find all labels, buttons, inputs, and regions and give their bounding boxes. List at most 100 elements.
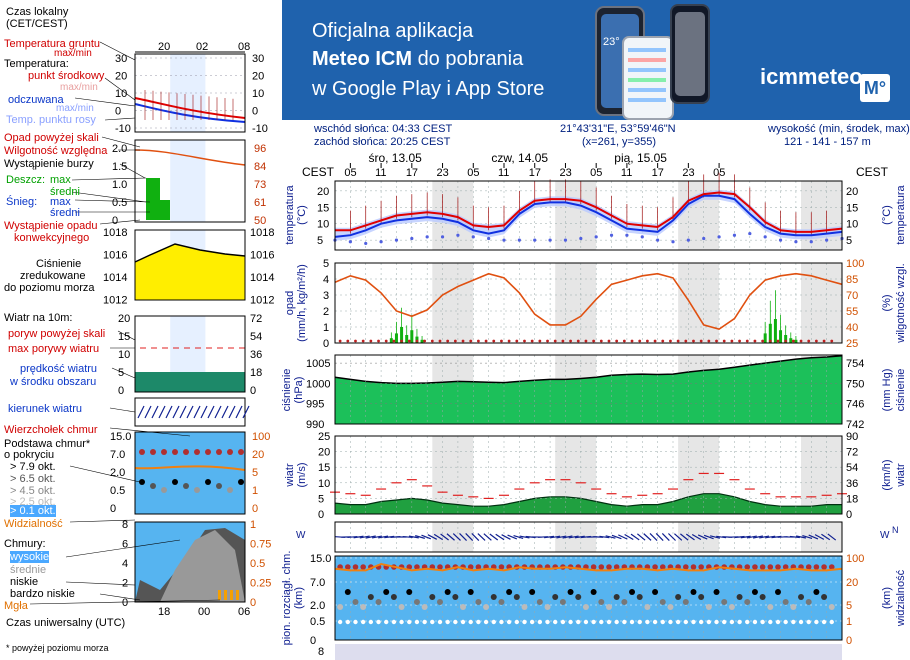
legend-dir-arrow	[172, 405, 180, 419]
legend-vis-tick: 100	[252, 431, 270, 443]
legend-dir-arrow	[214, 405, 222, 419]
legend-temp-line	[134, 97, 246, 119]
time-label-2: (CET/CEST)	[6, 18, 68, 30]
hour-label: 23	[559, 167, 571, 179]
legend-fog-bar	[224, 590, 227, 600]
legend-connector	[109, 427, 191, 437]
legend-top-dot	[139, 449, 145, 455]
wind-arrow	[624, 533, 634, 541]
dew-point	[825, 238, 829, 242]
hour-label: 05	[467, 167, 479, 179]
cloud-base-dot	[821, 594, 828, 600]
icmmeteo-logo: icmmeteo	[760, 64, 863, 89]
legend-dir-arrow	[186, 405, 194, 419]
legend-dir-arrow	[242, 405, 250, 419]
precip-dot	[799, 339, 803, 343]
precip-dot	[407, 339, 411, 343]
low-cloud-dot	[752, 619, 758, 625]
precip-tick: 2	[323, 306, 329, 318]
wind-arrow	[734, 535, 745, 539]
legend-temp-tick: 20	[115, 71, 127, 83]
legend-temp-tick-right: 10	[252, 88, 264, 100]
legend-rain-max: max	[50, 174, 71, 186]
cloud-base-dot	[406, 589, 413, 595]
dew-point	[763, 235, 767, 239]
hour-label: 17	[652, 167, 664, 179]
cloud-base-dot	[490, 594, 497, 600]
low-cloud-dot	[445, 619, 450, 625]
cloud-base-dot	[575, 594, 582, 600]
low-cloud-dot	[529, 619, 535, 625]
cloud-base-dot	[675, 594, 682, 600]
wind-arrow	[636, 533, 646, 541]
low-cloud-dot	[760, 619, 765, 625]
day-label: czw, 14.05	[491, 151, 548, 165]
legend-press-tick: 1014	[103, 272, 127, 284]
app-banner[interactable]: Oficjalna aplikacja Meteo ICM do pobrani…	[282, 0, 910, 120]
precip-dot	[492, 339, 496, 343]
precip-dot	[392, 339, 396, 343]
precip-dot	[784, 339, 788, 343]
cloud-base-dot	[398, 604, 405, 610]
hum-tick: 85	[846, 274, 858, 286]
hour-label: 05	[344, 167, 356, 179]
axis-press-unit: (hPa)	[293, 377, 305, 404]
cest-right: CEST	[856, 165, 889, 179]
legend-max-gust: max porywy wiatru	[8, 343, 100, 355]
precip-dot	[469, 339, 473, 343]
wind-arrow	[765, 535, 776, 539]
cloud-base-dot	[721, 599, 728, 605]
legend-base-dot	[161, 487, 167, 493]
precip-dot	[446, 339, 450, 343]
wind-arrow	[471, 533, 480, 541]
cloud-top-dot	[598, 564, 605, 570]
dew-point	[425, 235, 429, 239]
precip-dot	[507, 339, 511, 343]
cloud-base-dot	[444, 589, 451, 595]
next-panel-tick: 8	[318, 646, 324, 658]
low-cloud-dot	[499, 619, 504, 625]
compass-n: N	[892, 525, 899, 535]
wind-arrow	[427, 534, 438, 540]
night-band	[801, 436, 842, 514]
wind-arrow	[691, 533, 702, 541]
legend-wind-tick: 0	[118, 385, 124, 397]
cloud-base-dot	[813, 589, 820, 595]
cloud-base-dot	[513, 594, 520, 600]
low-cloud-dot	[576, 619, 581, 625]
wind-arrow	[440, 533, 449, 541]
legend-temp-tick-right: 0	[252, 106, 258, 118]
cloud-top-dot	[360, 564, 366, 570]
legend-connector	[111, 367, 136, 379]
press-tick: 1000	[306, 378, 330, 390]
visibility-line	[334, 562, 843, 572]
legend-dir-arrow	[200, 405, 208, 419]
vis-tick: 20	[846, 577, 858, 589]
dew-point	[778, 238, 783, 242]
precip-dot	[615, 339, 619, 343]
wind-arrow	[365, 535, 376, 539]
dew-point	[471, 235, 475, 239]
legend-dir-arrow	[179, 405, 187, 419]
pressure-panel	[334, 354, 843, 425]
precip-dot	[338, 339, 342, 343]
hour-label: 23	[437, 167, 449, 179]
sunset: zachód słońca: 20:25 CEST	[314, 136, 451, 148]
low-cloud-dot	[714, 619, 719, 625]
precip-dot	[415, 339, 419, 343]
legend-base-dot	[139, 479, 145, 485]
wind-arrow	[501, 534, 511, 540]
wind-tick-right: 90	[846, 431, 858, 443]
low-cloud-dot	[629, 619, 635, 625]
cloud-top-dot	[759, 564, 766, 570]
legend-high: wysokie	[10, 551, 50, 563]
wind-tick-right: 72	[846, 447, 858, 459]
precip-dot	[830, 339, 834, 343]
legend-precip-occ: Wystąpienie opadu	[4, 220, 98, 232]
cloud-top-dot	[345, 564, 351, 570]
precip-tick: 1	[323, 322, 329, 334]
cloud-base-dot	[498, 599, 505, 605]
precip-dot	[346, 339, 350, 343]
night-band	[432, 436, 474, 514]
wind-dir-panel	[334, 521, 843, 553]
